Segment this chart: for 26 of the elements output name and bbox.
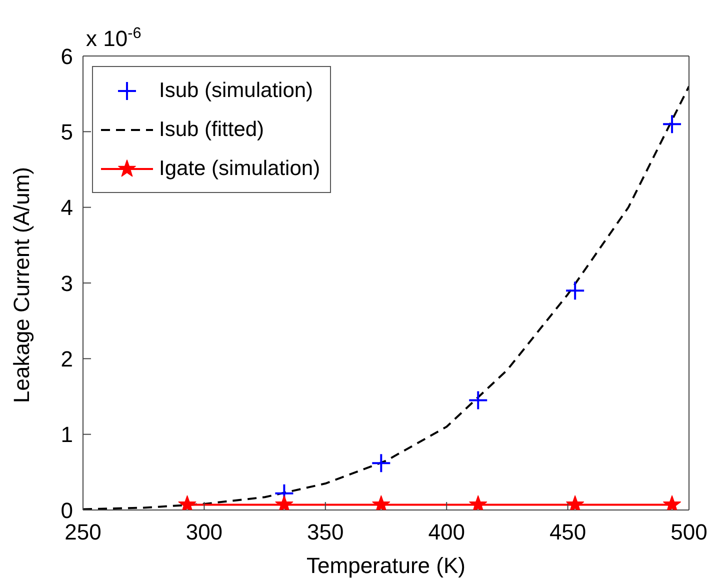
- x-tick-label: 350: [307, 520, 344, 545]
- y-tick-label: 6: [60, 44, 73, 69]
- point: [662, 114, 682, 134]
- text: x 10$^{-6}$: [86, 24, 142, 51]
- x-tick-label: 450: [549, 520, 586, 545]
- y-tick-label: 4: [60, 195, 73, 220]
- point: [372, 495, 390, 510]
- y-tick-label: 3: [60, 270, 73, 296]
- y-tick-label: 2: [60, 346, 73, 372]
- legend-label: Isub (fitted): [159, 118, 264, 142]
- point: [469, 495, 488, 510]
- point: [178, 495, 196, 510]
- point: [275, 495, 294, 510]
- point: [663, 495, 681, 510]
- legend-label: Igate (simulation): [159, 156, 320, 180]
- x-tick-label: 400: [428, 520, 465, 545]
- point: [565, 280, 586, 301]
- x-tick-label: 500: [670, 520, 708, 545]
- y-axis-title: Leakage Current (A/um): [8, 167, 34, 403]
- point: [468, 390, 488, 410]
- y-tick-label: 5: [60, 119, 73, 144]
- y-tick-label: 1: [60, 422, 73, 448]
- x-tick-label: 300: [186, 520, 223, 545]
- legend-label: Isub (simulation): [159, 78, 314, 102]
- x-axis-title: Temperature (K): [306, 553, 466, 578]
- point: [566, 495, 584, 510]
